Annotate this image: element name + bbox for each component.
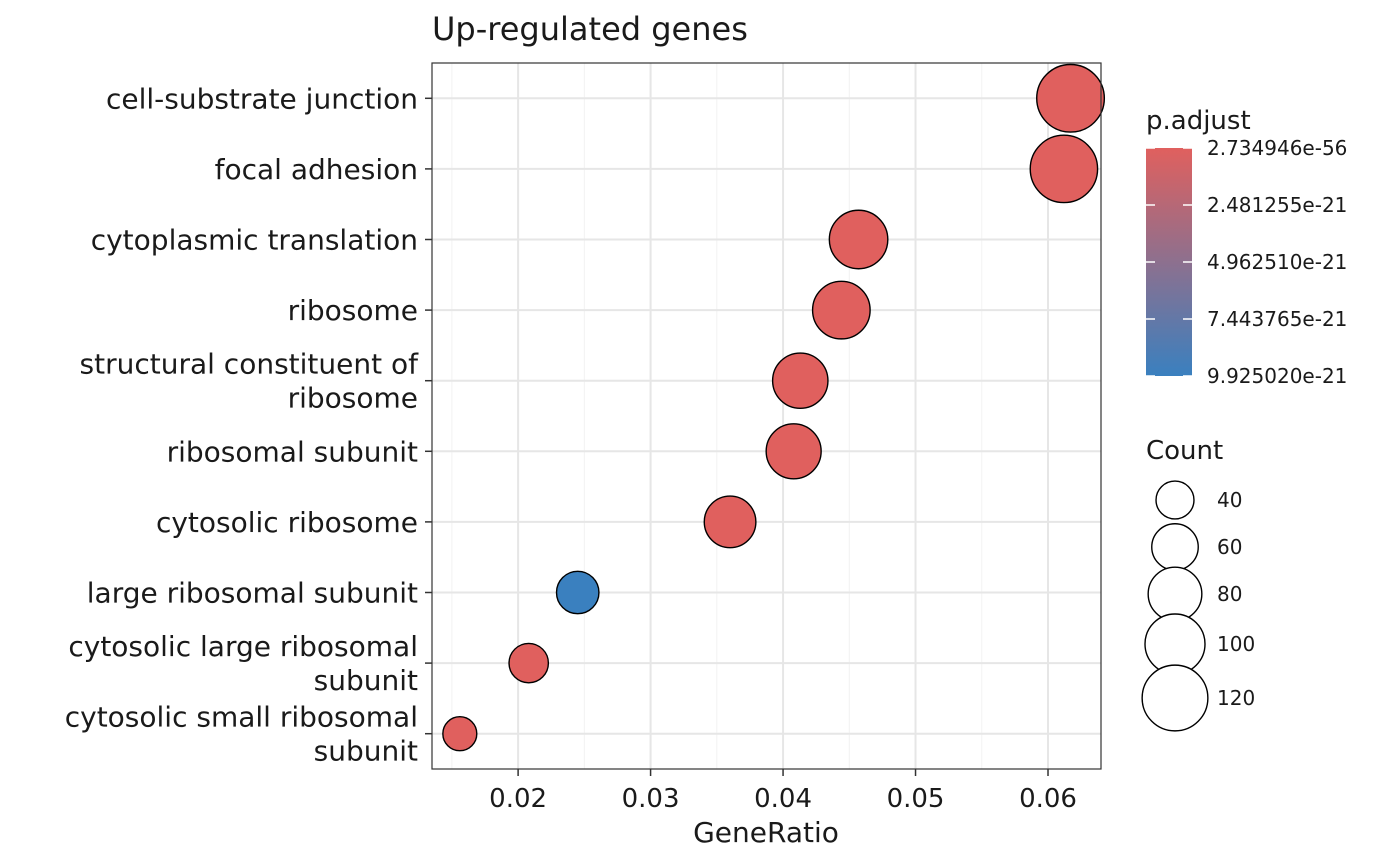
y-tick-label: ribosome bbox=[288, 294, 418, 327]
data-point bbox=[508, 642, 550, 684]
data-point bbox=[555, 570, 600, 615]
data-points bbox=[442, 63, 1106, 752]
count-legend-key bbox=[1141, 664, 1209, 732]
data-point bbox=[828, 209, 889, 270]
y-axis: cell-substrate junction focal adhesion cyt… bbox=[65, 82, 432, 768]
count-legend-key bbox=[1151, 523, 1199, 571]
p-adjust-legend-label: 4.962510e-21 bbox=[1207, 250, 1347, 274]
y-tick-label: large ribosomal subunit bbox=[87, 577, 418, 610]
data-point bbox=[1036, 63, 1106, 133]
y-tick-label: structural constituent of bbox=[80, 348, 420, 381]
p-adjust-legend: p.adjust 2.734946e-56 2.481255e-21 4.96251… bbox=[1146, 106, 1347, 388]
y-tick-label: cytosolic large ribosomal bbox=[68, 630, 418, 663]
count-legend-label: 60 bbox=[1217, 535, 1242, 559]
count-legend-title: Count bbox=[1146, 436, 1223, 466]
count-legend-label: 100 bbox=[1217, 632, 1255, 656]
data-point bbox=[765, 423, 822, 480]
data-point bbox=[1029, 134, 1099, 204]
chart-title: Up-regulated genes bbox=[432, 10, 748, 48]
data-point bbox=[703, 495, 757, 549]
y-tick-label: ribosomal subunit bbox=[167, 435, 418, 468]
y-tick-label: subunit bbox=[314, 735, 418, 768]
plot-panel-border bbox=[431, 62, 1102, 770]
y-tick-label: subunit bbox=[314, 664, 418, 697]
x-tick-label: 0.06 bbox=[1019, 784, 1077, 814]
count-legend-label: 40 bbox=[1217, 488, 1242, 512]
data-point bbox=[811, 280, 871, 340]
x-axis-title: GeneRatio bbox=[693, 816, 839, 849]
x-tick-label: 0.05 bbox=[887, 784, 945, 814]
p-adjust-legend-label: 7.443765e-21 bbox=[1207, 307, 1347, 331]
y-tick-label: cytoplasmic translation bbox=[91, 224, 418, 257]
data-point bbox=[771, 352, 829, 410]
count-legend-key bbox=[1155, 480, 1195, 520]
x-tick-label: 0.03 bbox=[622, 784, 680, 814]
y-tick-label: ribosome bbox=[288, 382, 418, 415]
count-legend: Count 40 60 80 100 120 bbox=[1141, 436, 1255, 732]
count-legend-key bbox=[1147, 566, 1203, 622]
data-point bbox=[442, 716, 478, 752]
y-tick-label: focal adhesion bbox=[215, 153, 418, 186]
p-adjust-legend-label: 9.925020e-21 bbox=[1207, 364, 1347, 388]
x-axis: 0.02 0.03 0.04 0.05 0.06 bbox=[489, 769, 1077, 814]
x-tick-label: 0.02 bbox=[489, 784, 547, 814]
y-tick-label: cytosolic ribosome bbox=[156, 506, 418, 539]
y-tick-label: cytosolic small ribosomal bbox=[65, 701, 418, 734]
p-adjust-legend-label: 2.481255e-21 bbox=[1207, 193, 1347, 217]
x-tick-label: 0.04 bbox=[754, 784, 812, 814]
y-tick-label: cell-substrate junction bbox=[106, 82, 418, 115]
p-adjust-legend-label: 2.734946e-56 bbox=[1207, 136, 1347, 160]
count-legend-label: 120 bbox=[1217, 686, 1255, 710]
p-adjust-legend-title: p.adjust bbox=[1146, 106, 1251, 136]
count-legend-label: 80 bbox=[1217, 582, 1242, 606]
